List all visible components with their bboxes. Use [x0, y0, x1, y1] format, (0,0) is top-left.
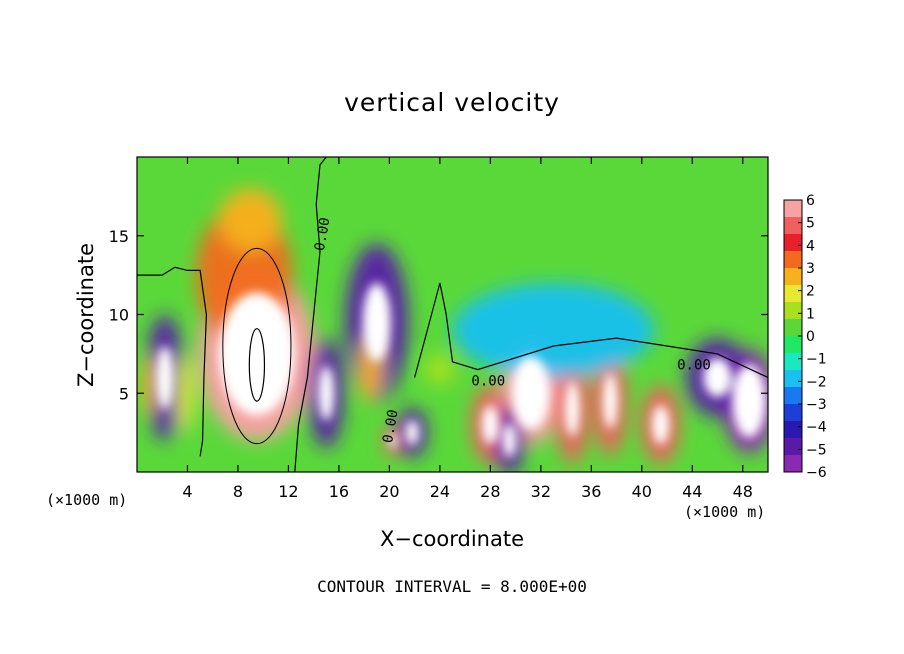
contour-interval-text: CONTOUR INTERVAL = 8.000E+00 — [317, 577, 587, 596]
contour-ring-inner — [248, 328, 266, 402]
colorbar-swatch — [784, 200, 802, 218]
colorbar-swatch — [784, 285, 802, 303]
colorbar-tick-label: −5 — [806, 442, 827, 458]
blob-center-3 — [156, 346, 174, 409]
x-tick-label: 40 — [632, 482, 652, 501]
colorbar-tick-label: −6 — [806, 465, 827, 481]
x-tick-label: 16 — [329, 482, 349, 501]
x-tick-label: 44 — [682, 482, 702, 501]
blob-core-0 — [219, 292, 295, 416]
x-tick-label: 36 — [581, 482, 601, 501]
blob-center-9 — [389, 432, 398, 449]
zero-contour-1 — [294, 157, 327, 472]
colorbar-swatch — [784, 438, 802, 456]
blob-center-14 — [502, 423, 517, 458]
colorbar-swatch — [784, 217, 802, 235]
zero-contour-2 — [414, 282, 768, 379]
x-tick-label: 48 — [733, 482, 753, 501]
x-tick-label: 28 — [480, 482, 500, 501]
x-unit-left: (×1000 m) — [46, 491, 128, 509]
colorbar-tick-label: 5 — [806, 216, 815, 232]
x-tick-label: 8 — [233, 482, 243, 501]
blob-center-12 — [481, 405, 499, 445]
colorbar-swatch — [784, 370, 802, 388]
x-tick-label: 4 — [182, 482, 192, 501]
y-tick-label: 15 — [109, 227, 129, 246]
blob-11 — [424, 353, 456, 386]
colorbar-tick-label: −2 — [806, 374, 827, 390]
blob-18 — [452, 283, 655, 378]
colorbar-tick-label: 6 — [806, 193, 815, 209]
blob-center-17 — [652, 405, 670, 445]
colorbar-tick-label: 4 — [806, 238, 815, 254]
chart-title: vertical velocity — [344, 88, 560, 117]
blob-center-10 — [405, 420, 419, 446]
x-tick-label: 24 — [430, 482, 450, 501]
colorbar-swatch — [784, 234, 802, 252]
colorbar-tick-label: 2 — [806, 284, 815, 300]
contour-label-2: 0.00 — [471, 373, 505, 389]
colorbar-swatch — [784, 336, 802, 354]
blob-4 — [142, 353, 158, 417]
blob-5 — [176, 353, 194, 433]
colorbar-tick-label: 0 — [806, 329, 815, 345]
colorbar-tick-label: 3 — [806, 261, 815, 277]
colorbar-tick-label: −1 — [806, 352, 827, 368]
colorbar-tick-label: −4 — [806, 420, 827, 436]
colorbar-swatch — [784, 421, 802, 439]
blob-center-16 — [602, 373, 618, 429]
colorbar-swatch — [784, 302, 802, 320]
x-tick-label: 12 — [278, 482, 298, 501]
blob-center-7 — [362, 283, 391, 362]
zero-contour-0 — [137, 266, 208, 457]
colorbar-swatch — [784, 319, 802, 337]
blob-core-13 — [511, 356, 550, 431]
x-tick-label: 32 — [531, 482, 551, 501]
blob-center-20 — [703, 357, 732, 398]
contour-label-1: 0.00 — [380, 408, 402, 444]
colorbar-tick-label: 1 — [806, 306, 815, 322]
colorbar-swatch — [784, 268, 802, 286]
y-tick-label: 10 — [109, 306, 129, 325]
colorbar-tick-label: −3 — [806, 397, 827, 413]
blob-core-19 — [732, 364, 767, 438]
blob-center-6 — [318, 365, 335, 421]
blob-2 — [219, 188, 283, 252]
blob-center-15 — [565, 381, 580, 437]
y-tick-label: 5 — [119, 384, 129, 403]
x-axis-label: X−coordinate — [380, 527, 524, 551]
colorbar-swatch — [784, 455, 802, 473]
colorbar-swatch — [784, 404, 802, 422]
colorbar-swatch — [784, 251, 802, 269]
contour-label-0: 0.00 — [312, 216, 334, 252]
x-unit-right: (×1000 m) — [684, 503, 766, 521]
contour-label-3: 0.00 — [677, 358, 711, 374]
colorbar-swatch — [784, 353, 802, 371]
contour-ring-outer — [222, 247, 292, 445]
x-tick-label: 20 — [379, 482, 399, 501]
colorbar-swatch — [784, 387, 802, 405]
